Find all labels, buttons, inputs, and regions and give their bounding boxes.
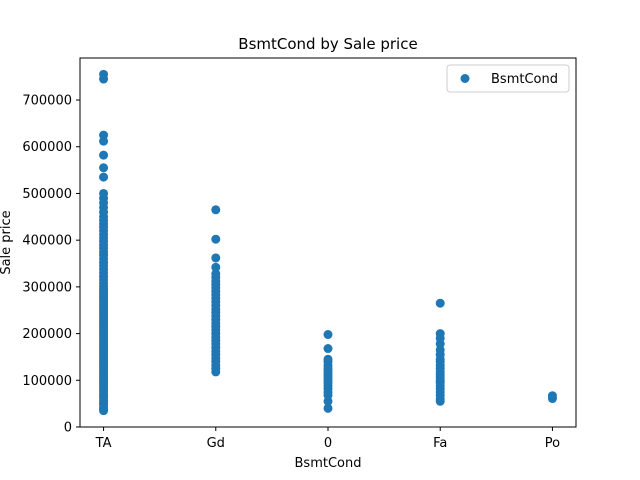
- data-point: [99, 69, 109, 79]
- y-tick-label: 600000: [22, 140, 72, 155]
- x-axis-label: BsmtCond: [295, 456, 362, 471]
- data-point: [211, 269, 221, 279]
- x-tick-label: Fa: [433, 436, 447, 451]
- y-tick-label: 200000: [22, 327, 72, 342]
- data-point: [211, 234, 221, 244]
- y-tick-label: 700000: [22, 94, 72, 109]
- chart-title: BsmtCond by Sale price: [238, 35, 417, 53]
- legend: BsmtCond: [446, 64, 570, 93]
- data-point: [99, 150, 109, 160]
- data-point: [99, 172, 109, 182]
- y-tick-label: 300000: [22, 280, 72, 295]
- y-tick-label: 400000: [22, 234, 72, 249]
- data-point: [211, 205, 221, 215]
- data-point: [211, 253, 221, 263]
- data-point: [547, 391, 557, 401]
- y-tick-label: 0: [64, 421, 72, 436]
- data-point: [211, 262, 221, 272]
- data-point: [99, 130, 109, 140]
- data-point: [99, 188, 109, 198]
- points-layer: [99, 69, 557, 416]
- legend-marker: [460, 74, 470, 83]
- data-point: [323, 403, 333, 413]
- y-axis: 0 100000 200000 300000 400000 500000 600000 700…: [22, 94, 80, 436]
- legend-box: [446, 64, 570, 93]
- x-axis: TA Gd 0 Fa Po: [95, 427, 560, 451]
- data-point: [323, 344, 333, 354]
- data-point: [323, 330, 333, 340]
- data-point: [99, 163, 109, 173]
- x-tick-label: TA: [95, 436, 112, 451]
- data-point: [435, 298, 445, 308]
- x-tick-label: Po: [545, 436, 560, 451]
- y-axis-label: Sale price: [0, 210, 14, 274]
- y-tick-label: 500000: [22, 187, 72, 202]
- data-point: [435, 329, 445, 339]
- data-point: [323, 354, 333, 364]
- x-tick-label: Gd: [207, 436, 225, 451]
- legend-label: BsmtCond: [491, 72, 558, 87]
- y-tick-label: 100000: [22, 374, 72, 389]
- x-tick-label: 0: [324, 436, 332, 451]
